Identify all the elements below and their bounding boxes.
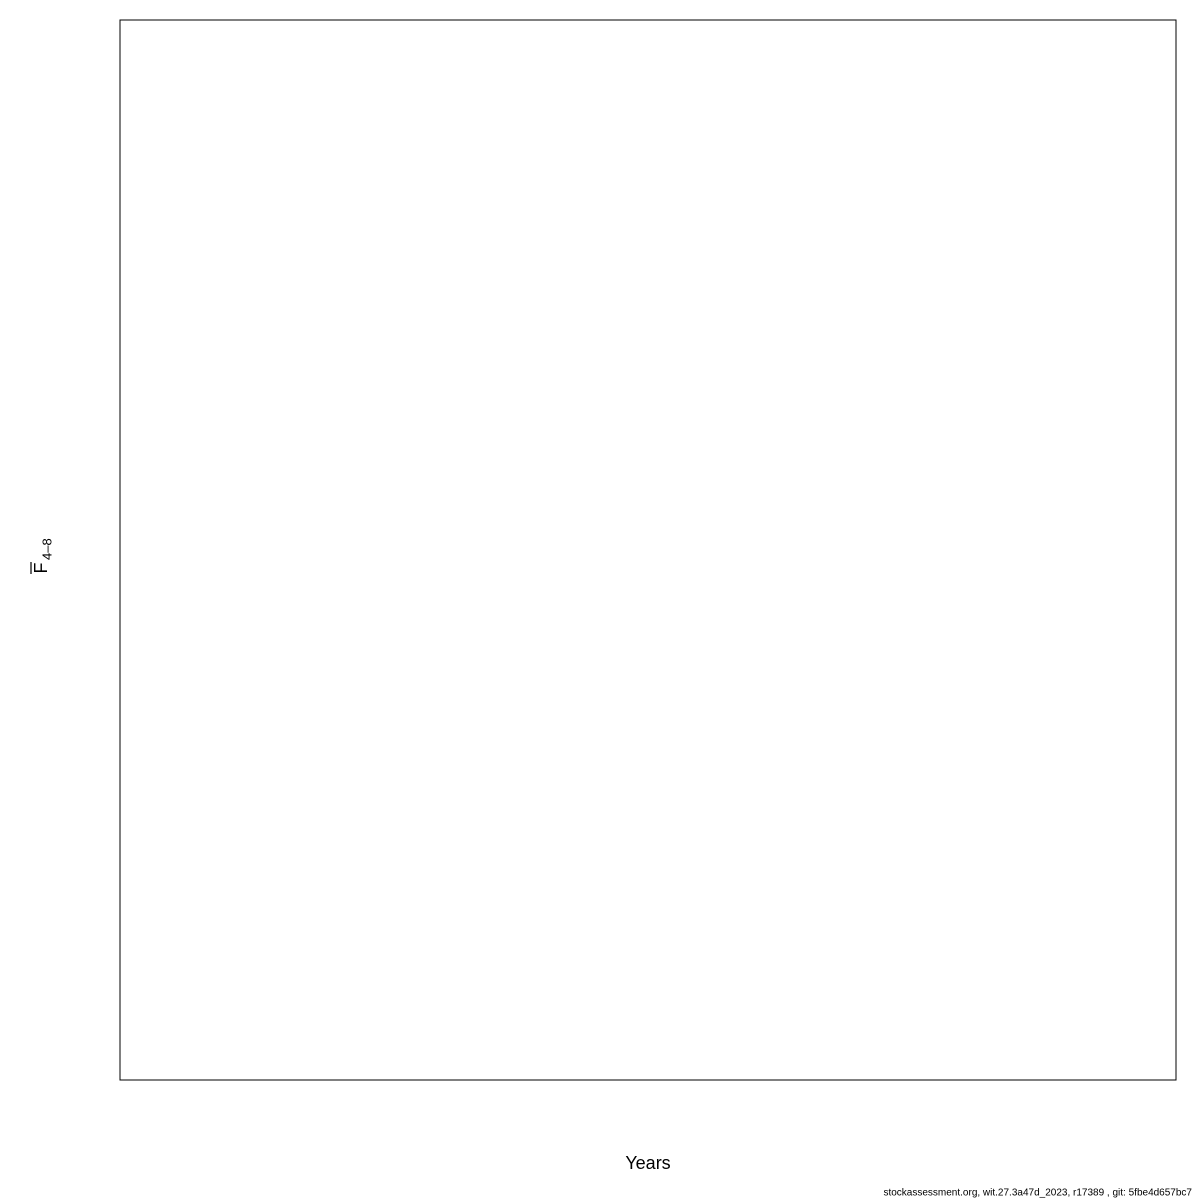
y-axis-label-main: F: [31, 563, 51, 574]
y-axis-label: F 4–8: [30, 538, 54, 574]
y-axis-label-subscript: 4–8: [39, 538, 54, 560]
footer: stockassessment.org, wit.27.3a47d_2023, …: [883, 1188, 1192, 1199]
plot-frame: [119, 19, 1177, 1081]
x-axis-label: Years: [625, 1153, 670, 1173]
